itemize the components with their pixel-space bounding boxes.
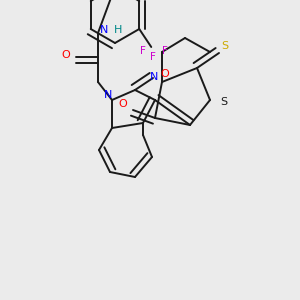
Text: O: O (160, 69, 169, 79)
Text: S: S (220, 97, 228, 107)
Text: N: N (100, 25, 108, 35)
Text: H: H (114, 25, 122, 35)
Text: N: N (150, 72, 158, 82)
Text: S: S (221, 41, 229, 51)
Text: F: F (140, 46, 146, 56)
Text: O: O (61, 50, 70, 60)
Text: O: O (118, 99, 127, 109)
Text: F: F (162, 46, 168, 56)
Text: F: F (150, 52, 156, 62)
Text: N: N (104, 90, 112, 100)
